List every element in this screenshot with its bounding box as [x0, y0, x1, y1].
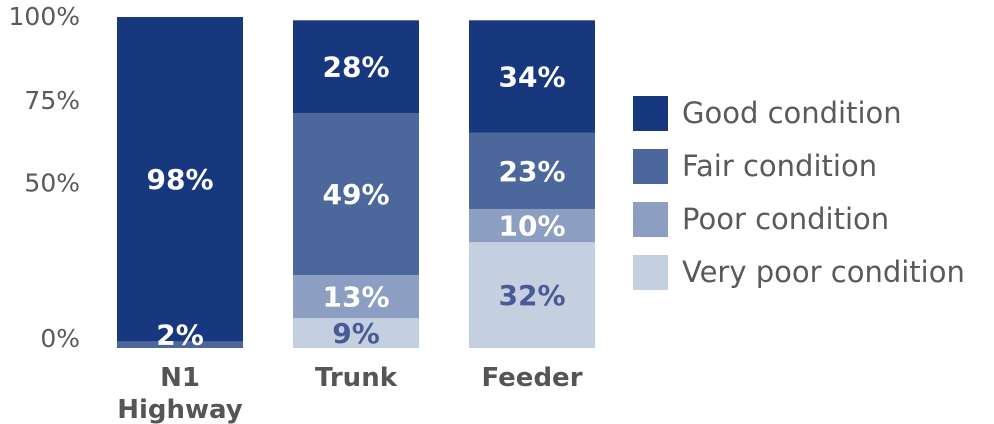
value-label-feeder-poor-condition: 10% [498, 210, 565, 243]
legend-item-fair-condition: Fair condition [633, 149, 877, 184]
bar-segment-trunk-good-condition [293, 20, 419, 113]
category-label-line: N1 [160, 363, 200, 393]
bar-segment-trunk-poor-condition [293, 275, 419, 319]
legend-item-very-poor-condition: Very poor condition [633, 255, 965, 290]
category-labels: N1 Highway Trunk Feeder [117, 363, 582, 424]
value-label-trunk-good-condition: 28% [322, 51, 389, 84]
value-label-n1-highway-good-condition: 98% [146, 163, 213, 196]
bar-segment-feeder-poor-condition [469, 208, 595, 243]
legend-swatch [633, 96, 668, 131]
category-label-line: Feeder [481, 363, 582, 393]
value-label-trunk-fair-condition: 49% [322, 178, 389, 211]
legend-swatch [633, 202, 668, 237]
y-tick-label-75: 75% [24, 86, 80, 115]
legend-item-poor-condition: Poor condition [633, 202, 889, 237]
bar-segment-feeder-good-condition [469, 20, 595, 133]
value-label-n1-highway-fair-condition: 2% [156, 318, 204, 351]
category-label-trunk: Trunk [315, 363, 398, 393]
category-label-line: Highway [117, 395, 243, 424]
legend-label: Fair condition [682, 149, 877, 183]
value-label-trunk-very-poor-condition: 9% [332, 317, 380, 350]
y-tick-label-50: 50% [24, 169, 80, 198]
legend: Good condition Fair condition Poor conditi… [633, 96, 965, 290]
category-label-line: Trunk [315, 363, 398, 393]
bar-segment-n1-highway-fair-condition [117, 341, 243, 348]
value-label-trunk-poor-condition: 13% [322, 281, 389, 314]
legend-item-good-condition: Good condition [633, 96, 902, 131]
y-axis: 0% 50% 75% 100% [9, 2, 80, 353]
value-label-feeder-good-condition: 34% [498, 61, 565, 94]
bar-segment-n1-highway-good-condition [117, 17, 243, 342]
bar-segment-feeder-very-poor-condition [469, 242, 595, 348]
y-tick-label-0: 0% [40, 324, 80, 353]
legend-swatch [633, 255, 668, 290]
bar-segment-trunk-fair-condition [293, 112, 419, 276]
legend-label: Very poor condition [682, 255, 965, 289]
value-label-feeder-fair-condition: 23% [498, 155, 565, 188]
value-label-feeder-very-poor-condition: 32% [498, 279, 565, 312]
bar-segment-trunk-very-poor-condition [293, 318, 419, 348]
category-label-feeder: Feeder [481, 363, 582, 393]
legend-label: Good condition [682, 96, 902, 130]
category-label-n1-highway: N1 Highway [117, 363, 243, 424]
legend-swatch [633, 149, 668, 184]
bars: 2% 98% 9%13% 49% 28% 32% 10% 23% 34% [117, 17, 595, 351]
y-tick-label-100: 100% [9, 2, 80, 31]
legend-label: Poor condition [682, 202, 889, 236]
bar-segment-feeder-fair-condition [469, 132, 595, 209]
